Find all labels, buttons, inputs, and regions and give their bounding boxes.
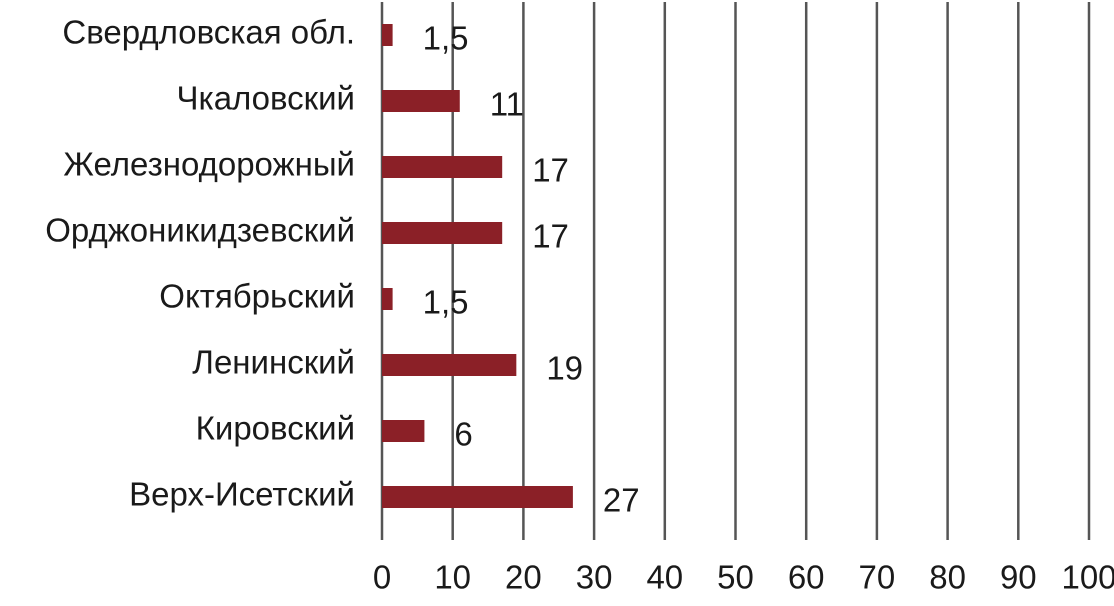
value-label: 1,5 [423, 20, 469, 57]
x-tick-label: 50 [717, 559, 754, 596]
x-tick-label: 100 [1061, 559, 1114, 596]
x-tick-label: 70 [859, 559, 896, 596]
bar [382, 288, 393, 310]
bar [382, 354, 517, 376]
value-label: 17 [532, 152, 569, 189]
y-tick-label: Орджоникидзевский [45, 212, 355, 249]
y-tick-label: Чкаловский [177, 80, 355, 117]
bar [382, 24, 393, 46]
x-tick-label: 80 [929, 559, 966, 596]
value-label: 1,5 [423, 284, 469, 321]
bar [382, 420, 425, 442]
x-tick-label: 30 [576, 559, 613, 596]
bar [382, 156, 503, 178]
value-label: 11 [490, 86, 524, 123]
value-label: 27 [603, 482, 640, 519]
y-tick-label: Октябрьский [159, 278, 355, 315]
bar [382, 222, 503, 244]
bar [382, 90, 460, 112]
bar [382, 486, 573, 508]
y-tick-label: Кировский [196, 410, 355, 447]
y-tick-label: Свердловская обл. [62, 14, 355, 51]
x-tick-label: 60 [788, 559, 825, 596]
x-tick-label: 40 [646, 559, 683, 596]
value-label: 17 [532, 218, 569, 255]
x-tick-label: 0 [373, 559, 391, 596]
value-label: 6 [454, 416, 472, 453]
y-tick-label: Железнодорожный [63, 146, 355, 183]
value-label: 19 [546, 350, 583, 387]
x-tick-label: 10 [434, 559, 471, 596]
x-tick-label: 20 [505, 559, 542, 596]
y-tick-label: Верх-Исетский [129, 476, 355, 513]
y-tick-label: Ленинский [192, 344, 355, 381]
x-tick-label: 90 [1000, 559, 1037, 596]
